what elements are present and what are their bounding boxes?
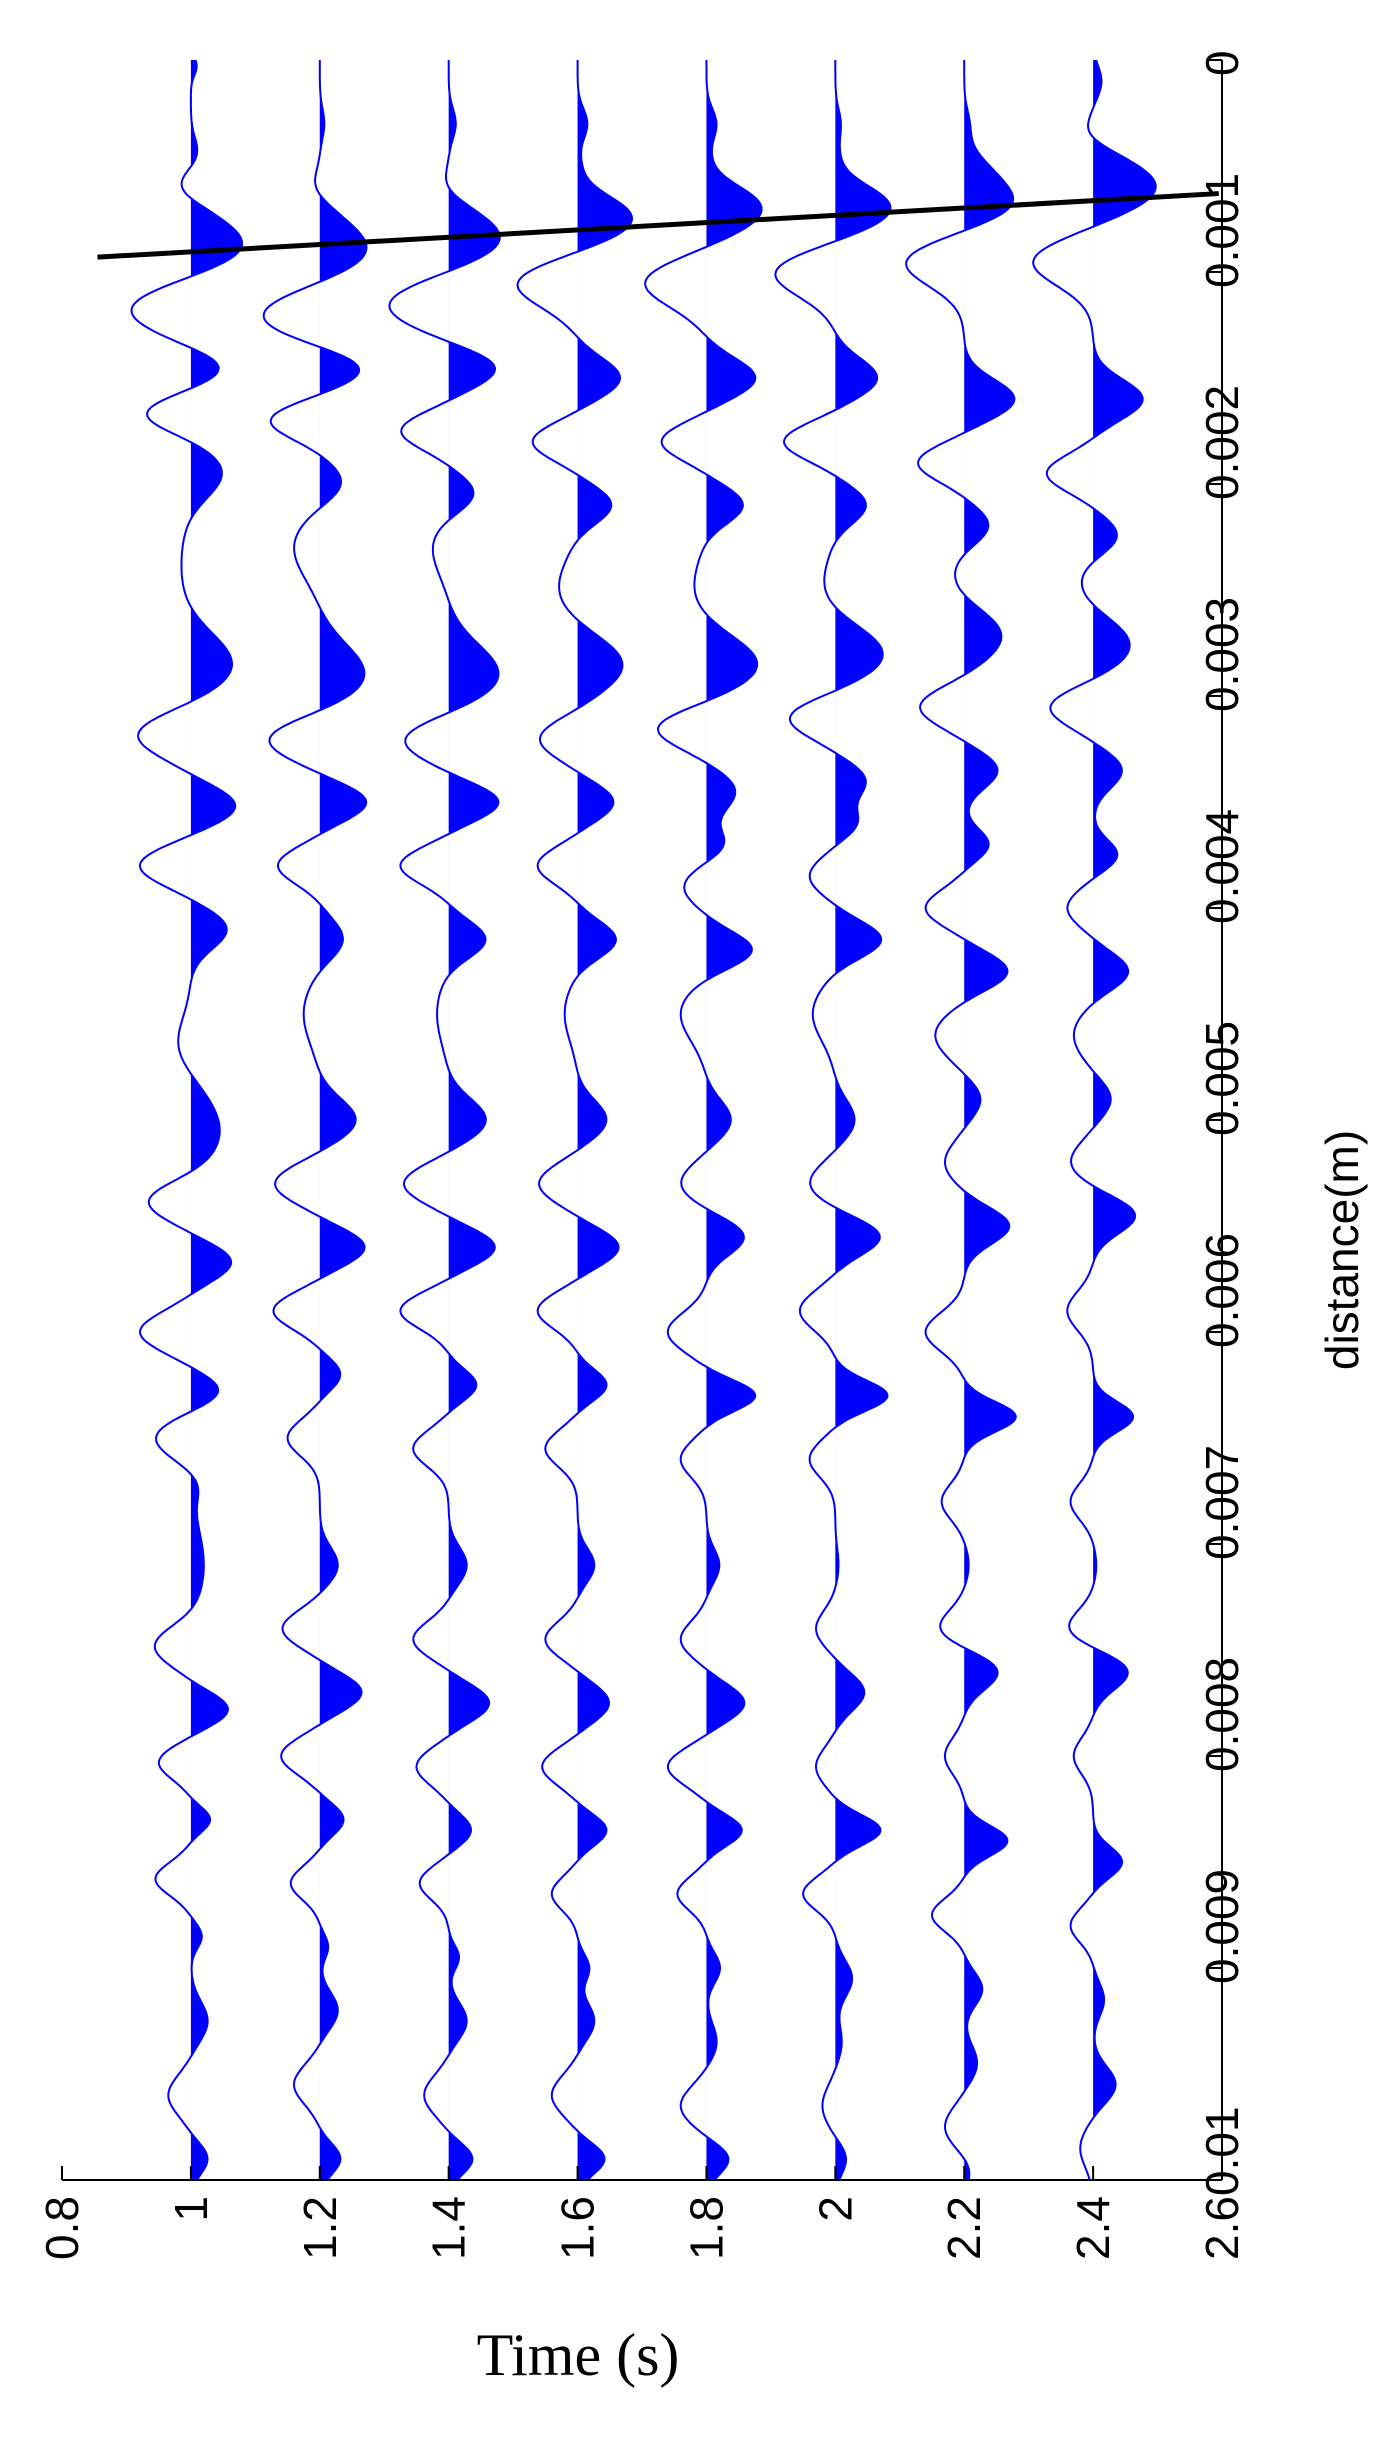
trace-line-6 xyxy=(905,60,1017,2181)
trace-fill-7 xyxy=(1093,60,1156,2180)
distance-tick-label: 1.6 xyxy=(552,2196,604,2260)
trace-fill-0 xyxy=(190,60,243,2180)
time-tick-label: 0.006 xyxy=(1196,1233,1248,1348)
time-tick-label: 0.001 xyxy=(1196,173,1248,288)
trace-line-4 xyxy=(644,60,763,2181)
trace-fill-5 xyxy=(835,60,891,2180)
y-axis-label: distance(m) xyxy=(1316,1130,1368,1370)
axes: 0 0.001 0.002 0.003 0.004 0.005 0.006 0.007 0.00… xyxy=(36,50,1248,2260)
time-tick-label: 0.01 xyxy=(1196,2106,1248,2196)
time-tick-label: 0.002 xyxy=(1196,385,1248,500)
distance-tick-label: 1.4 xyxy=(423,2196,475,2260)
trace-fill-4 xyxy=(706,60,762,2180)
distance-tick-label: 2 xyxy=(809,2196,861,2222)
trace-fill-1 xyxy=(319,60,367,2180)
time-tick-label: 0.007 xyxy=(1196,1445,1248,1560)
time-tick-label: 0.005 xyxy=(1196,1021,1248,1136)
trace-line-3 xyxy=(516,60,633,2181)
x-axis-label: Time (s) xyxy=(477,2322,680,2388)
time-tick-label: 0.008 xyxy=(1196,1657,1248,1772)
time-tick-label: 0.004 xyxy=(1196,809,1248,924)
time-tick-label: 0 xyxy=(1196,50,1248,76)
trace-fill-2 xyxy=(448,60,500,2180)
trace-line-2 xyxy=(388,60,501,2181)
wiggle-traces xyxy=(97,59,1219,2181)
distance-tick-label: 2.6 xyxy=(1196,2196,1248,2260)
distance-tick-label: 1.8 xyxy=(680,2196,732,2260)
trace-line-1 xyxy=(262,60,368,2181)
trace-line-7 xyxy=(1032,59,1157,2181)
trace-line-5 xyxy=(774,60,892,2181)
distance-tick-label: 2.4 xyxy=(1067,2196,1119,2260)
trace-fill-6 xyxy=(964,60,1016,2180)
first-arrival-line xyxy=(97,191,1219,260)
distance-tick-label: 2.2 xyxy=(938,2196,990,2260)
distance-tick-label: 1 xyxy=(165,2196,217,2222)
time-tick-label: 0.009 xyxy=(1196,1869,1248,1984)
time-tick-label: 0.003 xyxy=(1196,597,1248,712)
trace-fill-3 xyxy=(577,60,632,2180)
trace-line-0 xyxy=(130,59,244,2181)
distance-tick-label: 0.8 xyxy=(36,2196,88,2260)
distance-tick-label: 1.2 xyxy=(294,2196,346,2260)
